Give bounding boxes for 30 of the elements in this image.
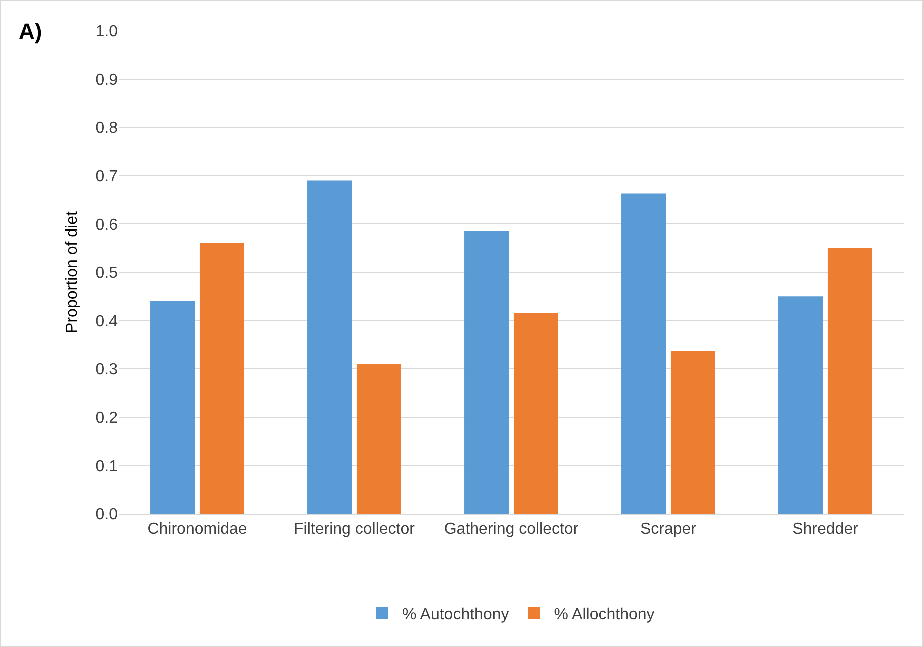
bar: [200, 244, 244, 514]
y-tick-label: 0.3: [96, 362, 118, 379]
x-tick-label: Scraper: [640, 521, 698, 538]
y-tick-label: 0.9: [96, 72, 118, 89]
bar: [622, 194, 666, 514]
x-tick-label: Chironomidae: [148, 521, 248, 538]
y-tick-label: 0.6: [96, 216, 118, 234]
text: A): [19, 19, 42, 44]
y-tick-label: 0.0: [96, 506, 118, 524]
bar: [308, 180, 352, 514]
bar: [464, 231, 510, 514]
x-tick-label: Gathering collector: [444, 521, 580, 538]
bar: [356, 364, 402, 514]
legend-label: % Allochthony: [554, 606, 655, 624]
y-tick-label: 0.5: [96, 265, 118, 282]
x-tick-label: Shredder: [792, 521, 860, 538]
bar: [150, 301, 196, 514]
y-tick-label: 1.0: [96, 24, 118, 41]
y-tick-label: 0.2: [96, 410, 118, 427]
bar: [828, 248, 872, 514]
y-axis-title: Proportion of diet: [64, 211, 81, 334]
legend-label: % Autochthony: [402, 606, 510, 624]
bar: [670, 351, 716, 514]
y-tick-label: 0.1: [96, 458, 118, 476]
x-tick-label: Filtering collector: [294, 521, 416, 538]
bar: [778, 296, 824, 514]
y-tick-label: 0.4: [96, 313, 118, 330]
bar: [514, 314, 558, 514]
y-tick-label: 0.8: [96, 120, 118, 138]
y-tick-label: 0.7: [96, 168, 118, 186]
